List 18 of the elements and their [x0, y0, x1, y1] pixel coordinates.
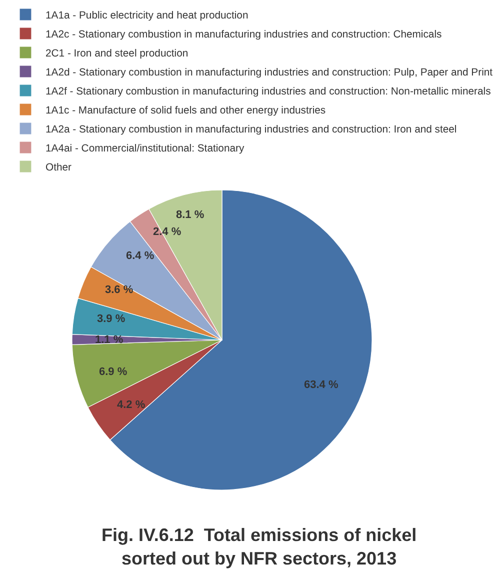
data-label: 6.9 %: [99, 366, 128, 378]
data-label: 6.4 %: [126, 250, 154, 262]
data-label: 1.1 %: [95, 334, 124, 346]
data-label: 4.2 %: [117, 399, 146, 411]
data-label: 63.4 %: [304, 379, 338, 391]
legend-label: Other: [46, 162, 72, 174]
legend-label: 1A1a - Public electricity and heat production: [46, 10, 248, 22]
data-label: 3.9 %: [97, 313, 126, 325]
data-label: 8.1 %: [176, 209, 204, 221]
legend-label: 1A4ai - Commercial/institutional: Stationary: [46, 144, 245, 155]
legend-label: 1A2a - Stationary combustion in manufacturing industries and construction: Iron and steel: [46, 124, 457, 136]
text: Fig. IV.6.12 Total emissions of nickel sorted out by NFR sectors, 2013: [102, 525, 417, 568]
legend-label: 1A2c - Stationary combustion in manufacturing industries and construction: Chemicals: [46, 30, 442, 41]
legend-label: 1A2d - Stationary combustion in manufacturing industries and construction: Pulp, Paper and Print: [46, 68, 493, 79]
legend-label: 2C1 - Iron and steel production: [46, 48, 188, 60]
legend-label: 1A2f - Stationary combustion in manufacturing industries and construction: Non-metallic minerals: [46, 86, 491, 98]
data-label: 3.6 %: [105, 284, 134, 296]
legend-label: 1A1c - Manufacture of solid fuels and other energy industries: [46, 106, 326, 117]
